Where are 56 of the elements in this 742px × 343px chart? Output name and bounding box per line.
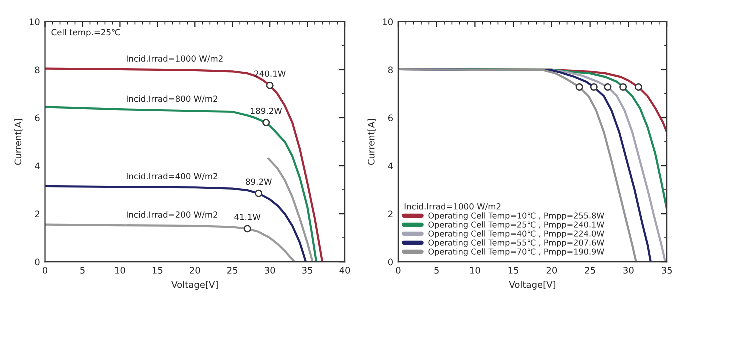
- y-axis-title: Current[A]: [368, 119, 376, 166]
- x-tick-label: 15: [152, 267, 163, 274]
- legend-title: Incid.Irrad=1000 W/m2: [404, 203, 501, 210]
- y-tick-label: 2: [35, 210, 40, 218]
- series-label: Incid.Irrad=1000 W/m2: [127, 56, 223, 63]
- y-tick-label: 2: [388, 210, 393, 218]
- legend-label: Operating Cell Temp=10℃ , Pmpp=255.8W: [428, 212, 604, 220]
- x-tick-label: 10: [470, 267, 480, 274]
- legend-label: Operating Cell Temp=40℃ , Pmpp=224.0W: [428, 230, 604, 238]
- line-series: [45, 224, 296, 262]
- x-tick-label: 20: [190, 267, 200, 274]
- annotation: Cell temp.=25℃: [52, 29, 120, 38]
- y-tick-label: 4: [388, 162, 394, 170]
- line-series: [45, 68, 324, 262]
- x-tick-label: 0: [42, 267, 48, 274]
- legend-label: Operating Cell Temp=70℃ , Pmpp=190.9W: [428, 248, 604, 256]
- x-tick-label: 25: [585, 267, 596, 274]
- x-tick-label: 30: [624, 267, 634, 274]
- x-axis-title: Voltage[V]: [509, 281, 556, 290]
- y-tick-label: 8: [35, 66, 40, 74]
- line-series: [45, 106, 318, 262]
- x-tick-label: 15: [508, 267, 519, 274]
- legend-label: Operating Cell Temp=25℃ , Pmpp=240.1W: [428, 222, 604, 230]
- x-tick-label: 30: [265, 267, 276, 274]
- y-tick-label: 6: [388, 114, 394, 122]
- line-series: [45, 185, 308, 262]
- point: [244, 225, 252, 233]
- y-tick-label: 10: [30, 18, 40, 26]
- legend-label: Operating Cell Temp=55℃ , Pmpp=207.6W: [428, 240, 604, 248]
- y-tick-label: 6: [35, 114, 40, 122]
- y-tick-label: 0: [388, 258, 393, 266]
- annotation: 89.2W: [246, 178, 272, 186]
- point: [262, 119, 270, 127]
- x-tick-label: 10: [115, 267, 126, 274]
- x-tick-label: 5: [434, 267, 439, 274]
- y-axis-title: Current[A]: [14, 119, 23, 166]
- y-tick-label: 4: [35, 162, 40, 170]
- x-tick-label: 35: [302, 267, 313, 274]
- point: [266, 82, 274, 90]
- x-tick-label: 25: [228, 267, 238, 274]
- y-tick-label: 8: [388, 66, 393, 74]
- x-tick-label: 40: [340, 267, 350, 274]
- x-tick-label: 35: [662, 267, 672, 274]
- y-tick-label: 0: [35, 258, 40, 266]
- series-label: Incid.Irrad=800 W/m2: [127, 96, 218, 103]
- point: [255, 190, 263, 198]
- x-tick-label: 5: [80, 267, 85, 274]
- annotation: 189.2W: [251, 108, 282, 114]
- x-tick-label: 0: [396, 267, 401, 274]
- x-axis-title: Voltage[V]: [172, 281, 218, 290]
- series-label: Incid.Irrad=400 W/m2: [127, 173, 218, 180]
- annotation: 240.1W: [254, 70, 286, 78]
- series-label: Incid.Irrad=200 W/m2: [127, 212, 218, 219]
- annotation: 41.1W: [234, 214, 261, 220]
- y-tick-label: 10: [383, 18, 393, 26]
- x-tick-label: 20: [546, 267, 558, 274]
